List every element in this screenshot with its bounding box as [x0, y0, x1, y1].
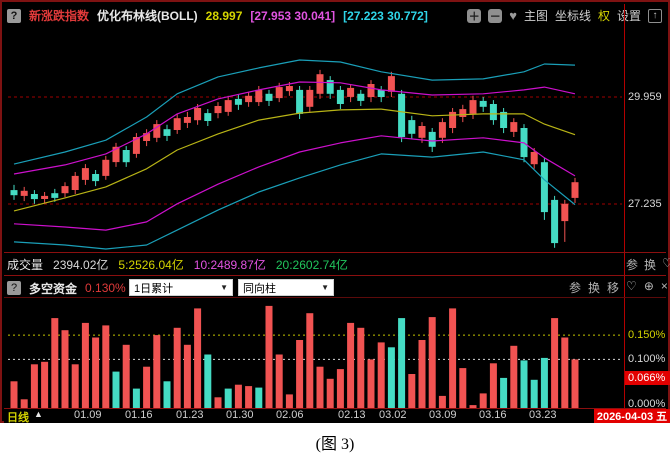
funds-value: 0.130% [85, 281, 126, 295]
funds-axis-label-150: 0.150% [628, 329, 666, 341]
bar-style-select-value: 同向柱 [243, 282, 276, 295]
volume-row: 成交量 2394.02亿 5:2526.04亿 10:2489.87亿 20:2… [7, 256, 348, 272]
date-tick: 03.02 [379, 409, 407, 421]
switch-indicator-icon[interactable]: 换 [588, 281, 601, 295]
switch-indicator-icon[interactable]: 换 [644, 258, 657, 272]
date-tick: 01.16 [125, 409, 153, 421]
close-icon[interactable]: × [660, 279, 668, 293]
panel-divider [4, 275, 666, 276]
boll-band2-values: [27.223 30.772] [343, 8, 428, 23]
boll-mid-value: 28.997 [205, 8, 243, 23]
chart-toolbar: ＋ － ♥ 主图 坐标线 权 设置 ↑ [467, 7, 662, 24]
period-selector[interactable]: 日线 [7, 412, 29, 424]
chart-canvas[interactable] [2, 2, 670, 425]
params-icon[interactable]: 参 [569, 281, 582, 295]
params-icon[interactable]: 参 [626, 258, 639, 272]
funds-axis-label-0: 0.000% [628, 398, 666, 410]
panel-divider [4, 252, 666, 253]
date-tick: 01.30 [226, 409, 254, 421]
date-tick: 02.06 [276, 409, 304, 421]
figure-caption: (图 3) [315, 436, 355, 453]
date-tick: 03.09 [429, 409, 457, 421]
volume-toolbar: 参 换 ♡ ⊙ [626, 256, 670, 273]
time-axis: 日线 ▲ 01.09 01.16 01.23 01.30 02.06 02.13… [4, 409, 670, 424]
volume-value: 2394.02亿 [53, 257, 109, 272]
volume-ma10: 10:2489.87亿 [193, 257, 266, 272]
settings-button[interactable]: 设置 [616, 9, 641, 23]
price-axis-label-high: 29.959 [628, 91, 662, 103]
panel-divider [4, 408, 666, 409]
date-tick: 02.13 [338, 409, 366, 421]
accumulation-select[interactable]: 1日累计 ▼ [129, 279, 233, 296]
accumulation-select-value: 1日累计 [134, 282, 174, 295]
funds-row: ? 多空资金 0.130% [7, 279, 126, 297]
main-chart-button[interactable]: 主图 [523, 9, 548, 23]
magnifier-icon[interactable]: ⊕ [643, 279, 654, 293]
period-arrow-icon[interactable]: ▲ [34, 409, 43, 419]
price-axis-line [624, 4, 625, 408]
volume-ma20: 20:2602.74亿 [275, 257, 348, 272]
volume-ma5: 5:2526.04亿 [118, 257, 184, 272]
boll-band1-values: [27.953 30.041] [250, 8, 336, 23]
chevron-down-icon: ▼ [220, 283, 228, 292]
favorite-icon[interactable]: ♥ [509, 8, 517, 23]
funds-current-value-badge: 0.066% [625, 371, 670, 385]
funds-axis-label-100: 0.100% [628, 353, 666, 365]
date-tick: 03.23 [529, 409, 557, 421]
expand-icon[interactable]: ↑ [648, 8, 662, 23]
zoom-out-icon[interactable]: － [488, 8, 503, 23]
price-axis-label-low: 27.235 [628, 198, 662, 210]
date-tick: 03.16 [479, 409, 507, 421]
funds-toolbar: 参 换 移 ♡ ⊕ × [569, 279, 668, 296]
favorite-outline-icon[interactable]: ♡ [662, 256, 670, 270]
chevron-down-icon: ▼ [321, 283, 329, 292]
funds-help-icon[interactable]: ? [7, 281, 21, 295]
index-name: 新涨跌指数 [29, 9, 90, 23]
volume-label[interactable]: 成交量 [7, 257, 44, 272]
rights-button[interactable]: 权 [597, 9, 610, 23]
current-date-badge: 2026-04-03 五 [594, 409, 670, 423]
funds-label[interactable]: 多空资金 [29, 281, 78, 296]
favorite-outline-icon[interactable]: ♡ [626, 279, 637, 293]
panel-divider [4, 297, 666, 298]
date-tick: 01.09 [74, 409, 102, 421]
bar-style-select[interactable]: 同向柱 ▼ [238, 279, 334, 296]
zoom-in-icon[interactable]: ＋ [467, 8, 482, 23]
date-tick: 01.23 [176, 409, 204, 421]
coordinate-lines-button[interactable]: 坐标线 [554, 9, 591, 23]
indicator-name[interactable]: 优化布林线(BOLL) [97, 9, 198, 23]
stock-chart-window: ? 新涨跌指数 优化布林线(BOLL) 28.997 [27.953 30.04… [0, 0, 670, 425]
move-icon[interactable]: 移 [607, 281, 620, 295]
help-icon[interactable]: ? [7, 8, 21, 23]
title-bar: ? 新涨跌指数 优化布林线(BOLL) 28.997 [27.953 30.04… [7, 7, 662, 24]
